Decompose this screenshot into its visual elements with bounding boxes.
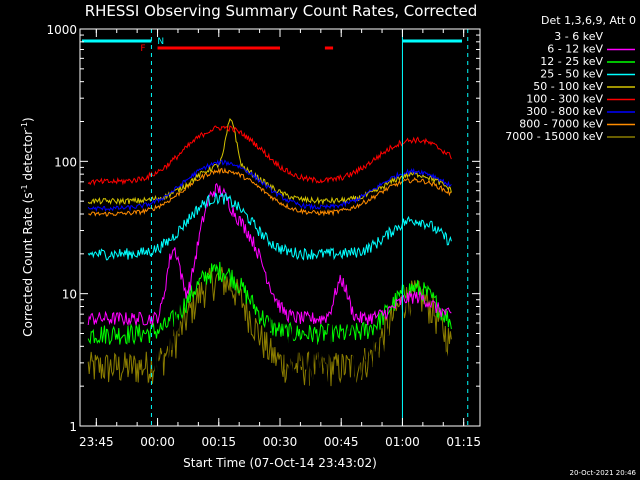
y-axis-label: Corrected Count Rate (s-1 detector-1)	[20, 117, 35, 336]
legend-label: 7000 - 15000 keV	[505, 130, 603, 143]
y-tick-label: 100	[54, 155, 77, 169]
x-tick-label: 00:00	[140, 435, 175, 449]
x-tick-label: 00:30	[263, 435, 298, 449]
x-tick-label: 23:45	[79, 435, 114, 449]
x-tick-label: 00:15	[201, 435, 236, 449]
timestamp: 20-Oct-2021 20:46	[570, 469, 637, 477]
legend-label: 25 - 50 keV	[540, 68, 603, 81]
x-tick-label: 01:15	[446, 435, 481, 449]
legend-label: 50 - 100 keV	[533, 80, 603, 93]
y-axis-label-main: Corrected Count Rate (s	[21, 192, 35, 336]
x-tick-label: 01:00	[385, 435, 420, 449]
legend-label: 300 - 800 keV	[526, 105, 603, 118]
axes-layer: 1 10 100 1000 23:45 00:00 00:15 00:30 00:45 01:00…	[46, 23, 481, 449]
legend-label: 12 - 25 keV	[540, 55, 603, 68]
series-line	[87, 159, 452, 212]
series-line	[87, 118, 452, 206]
y-tick-label: 1000	[46, 23, 77, 37]
night-flag-label: N	[157, 37, 164, 47]
legend-label: 100 - 300 keV	[526, 93, 603, 106]
series-line	[87, 182, 452, 327]
y-axis-label-mid: detector	[21, 130, 35, 185]
series-line	[87, 192, 452, 261]
legend-label: 3 - 6 keV	[554, 30, 603, 43]
y-tick-label: 10	[62, 288, 77, 302]
flare-flag-label: F	[140, 44, 145, 54]
series-layer	[87, 118, 452, 427]
x-tick-label: 00:45	[324, 435, 359, 449]
series-line	[88, 167, 452, 217]
legend-label: 6 - 12 keV	[547, 43, 603, 56]
overlay-layer: NF	[82, 29, 469, 426]
y-axis-label-sup1: -1	[20, 184, 29, 192]
y-axis-label-sup2: -1	[20, 122, 29, 130]
y-axis-label-end: )	[21, 117, 35, 122]
series-line	[87, 170, 452, 427]
chart-title: RHESSI Observing Summary Count Rates, Co…	[85, 2, 478, 20]
x-axis-label: Start Time (07-Oct-14 23:43:02)	[183, 456, 377, 470]
y-tick-label: 1	[69, 420, 77, 434]
legend-title: Det 1,3,6,9, Att 0	[541, 14, 636, 27]
legend-label: 800 - 7000 keV	[519, 118, 603, 131]
series-line	[87, 125, 452, 186]
